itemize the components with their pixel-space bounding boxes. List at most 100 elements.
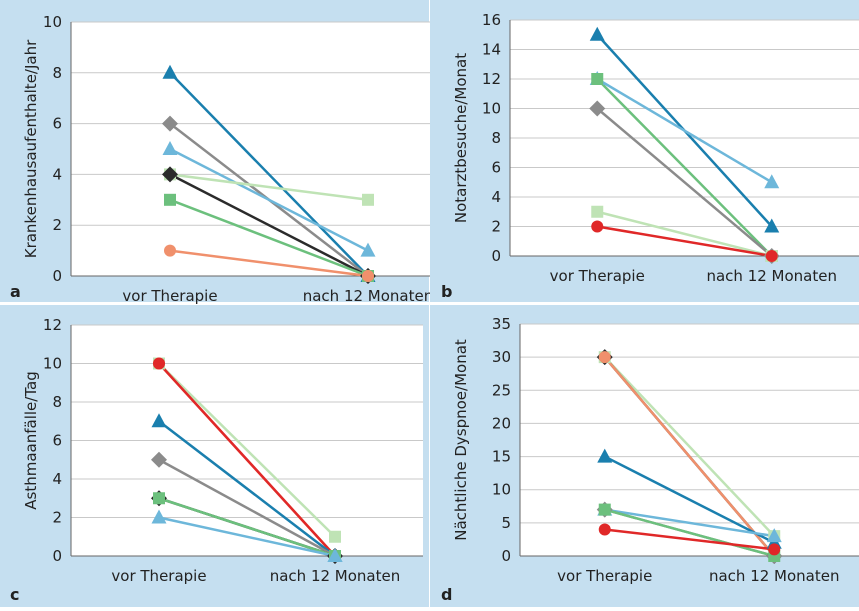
series-line: [157, 516, 337, 558]
y-tick-label: 2: [52, 216, 62, 234]
panel-letter: d: [441, 585, 452, 604]
series-line: [157, 420, 337, 558]
data-point: [164, 193, 176, 206]
series-line: [596, 210, 773, 258]
y-tick-label: 8: [491, 129, 501, 147]
y-tick-label: 6: [52, 432, 62, 450]
y-tick-label: 2: [491, 218, 501, 236]
data-point: [153, 492, 165, 505]
series-line: [603, 355, 776, 558]
chart-panel-c: 0 2 4 6 8 10 12 vor Therapie nach 12 Monaten Asth…: [0, 305, 429, 607]
chart-panel-b: 0 2 4 6 8 10 12 14 16 vor Therapie nach 12 Monaten…: [430, 0, 859, 302]
series-line: [603, 508, 776, 538]
data-point: [598, 351, 611, 364]
data-point: [768, 543, 781, 556]
y-tick-label: 6: [52, 115, 62, 133]
y-tick-label: 35: [492, 315, 511, 333]
panel-letter: c: [10, 585, 19, 604]
y-tick-label: 8: [52, 64, 62, 82]
series-line: [157, 497, 337, 558]
chart-panel-a: 0 2 4 6 8 10 vor Therapie nach 12 Monaten Kranke…: [0, 0, 467, 305]
y-tick-label: 10: [492, 481, 511, 499]
panel-letter: b: [441, 282, 452, 301]
series-group: [596, 349, 783, 564]
x-tick-label: nach 12 Monaten: [303, 287, 434, 305]
y-tick-label: 30: [492, 348, 511, 366]
x-tick-label: vor Therapie: [557, 567, 652, 585]
y-tick-label: 2: [52, 509, 62, 527]
series-group: [589, 26, 780, 264]
series-line: [168, 71, 370, 278]
series-group: [162, 64, 376, 284]
y-tick-label: 10: [43, 13, 62, 31]
series-group: [151, 357, 343, 564]
y-tick-label: 10: [482, 100, 501, 118]
data-point: [766, 528, 782, 543]
data-point: [162, 64, 178, 79]
series-line: [603, 355, 776, 538]
data-point: [591, 205, 604, 218]
data-point: [151, 413, 167, 428]
y-tick-label: 16: [482, 11, 501, 29]
series-line: [157, 362, 337, 538]
y-axis-label: Asthmaanfälle/Tag: [22, 371, 40, 509]
data-point: [598, 503, 611, 516]
y-tick-label: 0: [52, 547, 62, 565]
data-point: [598, 523, 611, 536]
data-point: [151, 451, 167, 468]
y-tick-label: 10: [43, 355, 62, 373]
chart-panel-d: 0 5 10 15 20 25 30 35 vor Therapie nach 12 Monate…: [430, 305, 859, 607]
y-tick-label: 0: [491, 247, 501, 265]
y-tick-label: 8: [52, 393, 62, 411]
series-line: [168, 173, 370, 202]
y-tick-label: 20: [492, 414, 511, 432]
data-point: [162, 166, 178, 183]
y-tick-label: 25: [492, 381, 511, 399]
plot-area: [71, 22, 467, 276]
data-point: [362, 193, 374, 206]
y-tick-label: 14: [482, 41, 501, 59]
plot-area: [520, 324, 859, 556]
data-point: [591, 220, 604, 233]
y-tick-label: 4: [52, 470, 62, 488]
data-point: [597, 448, 613, 463]
series-line: [157, 458, 337, 558]
data-point: [591, 73, 604, 85]
y-tick-label: 4: [491, 188, 501, 206]
y-tick-label: 6: [491, 159, 501, 177]
panel-letter: a: [10, 282, 21, 301]
series-line: [596, 107, 773, 258]
data-point: [589, 100, 606, 117]
data-point: [589, 26, 605, 41]
y-axis-label: Krankenhausaufenthalte/Jahr: [22, 39, 40, 258]
series-line: [596, 77, 773, 184]
y-tick-label: 0: [501, 547, 511, 565]
x-tick-label: nach 12 Monaten: [706, 267, 837, 285]
y-tick-label: 4: [52, 165, 62, 183]
series-line: [168, 198, 370, 278]
series-line: [168, 173, 370, 278]
x-tick-label: vor Therapie: [111, 567, 206, 585]
series-line: [603, 508, 776, 558]
y-tick-label: 12: [43, 316, 62, 334]
x-tick-label: vor Therapie: [550, 267, 645, 285]
data-point: [765, 250, 778, 262]
x-tick-label: nach 12 Monaten: [709, 567, 840, 585]
data-point: [162, 141, 178, 155]
y-tick-label: 15: [492, 448, 511, 466]
y-axis-label: Nächtliche Dyspnoe/Monat: [452, 339, 470, 541]
y-tick-label: 12: [482, 70, 501, 88]
data-point: [329, 530, 341, 543]
data-point: [164, 244, 176, 257]
series-line: [596, 225, 773, 258]
series-line: [168, 147, 370, 252]
y-axis-label: Notarztbesuche/Monat: [452, 53, 470, 223]
data-point: [360, 242, 376, 257]
series-line: [603, 528, 776, 551]
data-point: [764, 174, 780, 189]
data-point: [327, 548, 343, 562]
data-point: [362, 270, 374, 282]
data-point: [153, 357, 165, 370]
